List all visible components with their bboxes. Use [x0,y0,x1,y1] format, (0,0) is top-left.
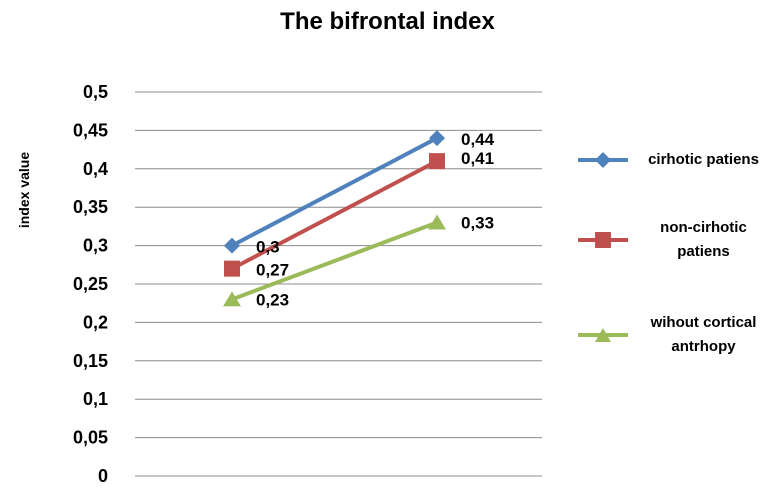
legend-label: wihout cortical antrhopy [650,314,757,355]
triangle-marker [223,291,241,307]
y-tick-label: 0,05 [73,428,108,448]
y-tick-label: 0,3 [83,236,108,256]
triangle-marker-icon [595,328,611,342]
y-tick-label: 0 [98,466,108,486]
y-tick-label: 0,15 [73,351,108,371]
diamond-marker [429,130,445,147]
y-tick-label: 0,2 [83,312,108,332]
y-tick-label: 0,35 [73,197,108,217]
triangle-marker [428,214,446,230]
diamond-marker-icon [595,152,611,168]
data-label: 0,33 [461,214,494,233]
y-tick-labels: 0 0,05 0,1 0,15 0,2 0,25 0,3 0,35 0,4 0,45 0,5 [73,82,108,486]
square-marker-icon [595,232,611,248]
data-label: 0,27 [256,261,289,280]
legend-label: non-cirhotic patiens [660,219,747,260]
legend-item-cirhotic: cirhotic patiens [578,130,775,190]
gridlines [135,91,542,477]
series-line [231,136,438,248]
data-label: 0,44 [461,130,495,149]
legend-item-no-atrophy: wihout cortical antrhopy [578,305,775,365]
y-tick-label: 0,25 [73,274,108,294]
legend-item-non-cirhotic: non-cirhotic patiens [578,210,775,270]
square-marker [224,260,240,277]
data-label: 0,23 [256,290,289,309]
diamond-marker [224,237,240,254]
series-line [231,159,438,271]
data-label: 0,3 [256,238,280,257]
y-tick-label: 0,1 [83,389,108,409]
y-tick-label: 0,4 [83,159,108,179]
legend-label: cirhotic patiens [648,151,759,168]
series-markers [223,130,446,307]
data-labels: 0,3 0,44 0,27 0,41 0,23 0,33 [256,130,495,309]
data-label: 0,41 [461,149,494,168]
chart-title: The bifrontal index [280,8,495,35]
y-tick-label: 0,5 [83,82,108,102]
series-lines [231,136,438,302]
y-tick-label: 0,45 [73,120,108,140]
square-marker [429,153,445,170]
series-line [231,220,438,302]
